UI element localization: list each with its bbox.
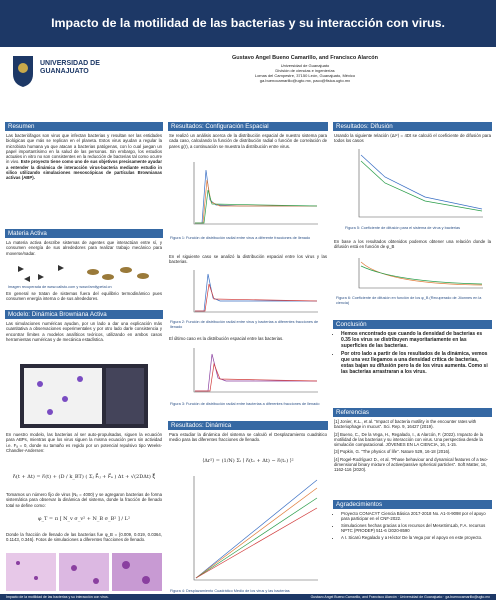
plot — [193, 348, 318, 393]
list: Hemos encontrado que cuando la densidad … — [334, 331, 491, 376]
plot — [193, 270, 318, 313]
caption: Figura 6: Coeficiente de difusión en fun… — [336, 296, 482, 305]
footer-bar — [0, 594, 496, 600]
figure — [18, 265, 149, 282]
footer-right: Gustavo Angel Bueno Camarillo, and Franc… — [310, 595, 490, 599]
plot — [358, 258, 483, 289]
section-heading: Resultados: Configuración Espacial — [168, 122, 328, 131]
affiliation-line: División de ciencias e ingenierías — [275, 68, 335, 73]
figure — [20, 364, 148, 428]
equation: ⟨Δr²⟩ = (1/N) Σᵢ ⟨ r⃗ᵢ(tₒ + Δt) − r⃗ᵢ(tₒ… — [202, 458, 294, 464]
caption: Figura 2: Función de distribución radial… — [170, 320, 319, 329]
section-heading: Agradecimientos — [333, 500, 492, 509]
section-heading: Referencias — [333, 408, 492, 417]
references: [1] Jonier, K.L., et al. "Impact of bact… — [334, 419, 491, 473]
paragraph: En general se tratan de sistemas fuera d… — [6, 291, 162, 302]
paragraph: El último caso es la distribución espaci… — [169, 336, 284, 341]
paragraph: Tomamos un número fijo de virus (Nᵥ = 40… — [6, 492, 162, 508]
university-line: UNIVERSIDAD DE — [40, 60, 100, 67]
affiliation-line: Lomas del Campestre, 37150 León, Guanaju… — [254, 73, 356, 78]
figure — [6, 553, 162, 591]
paragraph: Donde la fracción de llenado de las bact… — [6, 532, 162, 543]
list-item: Proyecto CONACYT Ciencia Básica 2017-201… — [341, 511, 491, 522]
bold-text: Este proyecto tiene como uno de sus obje… — [6, 159, 162, 181]
equation: φ_T = π [ N_v σ_v² + N_B σ_B² ] / L² — [38, 516, 130, 522]
list: Proyecto CONACYT Ciencia Básica 2017-201… — [334, 511, 491, 542]
list-item: Por otro lado a partir de los resultados… — [341, 351, 491, 375]
authors: Gustavo Angel Bueno Camarillo, and Franc… — [232, 55, 378, 61]
list-item: Hemos encontrado que cuando la densidad … — [341, 331, 491, 349]
text: Las bacteriófagos son virus que infectan… — [6, 133, 162, 165]
paragraph: En el siguiente caso se analizó la distr… — [169, 254, 327, 265]
title: Impacto de la motilidad de las bacterias… — [51, 16, 445, 30]
plot — [358, 149, 483, 218]
paragraph: Las simulaciones numéricas ayudan, por u… — [6, 321, 162, 342]
section-heading: Modelo: Dinámica Browniana Activa — [5, 310, 163, 319]
paragraph: Usando la siguiente relación ⟨Δr²⟩ = 4Dt… — [334, 133, 491, 144]
university: UNIVERSIDAD DE GUANAJUATO — [40, 60, 100, 76]
list-item: A I. Sicarú Regalado y a Héctor De la Ve… — [341, 535, 491, 540]
section-heading: Resultados: Dinámica — [168, 421, 328, 430]
reference: [1] Jonier, K.L., et al. "Impact of bact… — [334, 419, 477, 430]
logo — [13, 56, 33, 87]
section-heading: Materia Activa — [5, 229, 163, 238]
university-line: GUANAJUATO — [40, 68, 89, 75]
caption: Figura 5: Coeficiente de difusión para e… — [345, 226, 461, 230]
caption: Imagen recuperada de www.calisto.com y w… — [8, 285, 112, 289]
section-heading: Resultados: Difusión — [333, 122, 492, 131]
caption: Figura 3: Función de distribución radial… — [170, 402, 320, 406]
equation: r⃗ᵢ(t + Δt) = r⃗ᵢ(t) + (D / k_BT) ( Σⱼ F… — [12, 474, 156, 480]
paragraph: Para estudiar la dinámica del sistema se… — [169, 432, 327, 443]
affiliation-line: ga.buenocamarillo@ugto.mx, paco@fisica.u… — [259, 78, 351, 83]
section-heading: Conclusión — [333, 320, 492, 329]
affiliation-line: Universidad de Guanajuato — [280, 63, 330, 68]
reference: [2] Bueno, C., De la Vega, H., Regalado,… — [334, 431, 484, 448]
reference: [3] Popkin, G. "The physics of life". Na… — [334, 449, 451, 455]
footer-left: Impacto de la motilidad de las bacterias… — [6, 595, 109, 599]
paragraph: La materia activa describe sistemas de a… — [6, 240, 162, 256]
list-item: Simulaciones hechas gracias a los recurs… — [341, 523, 491, 534]
plot — [193, 476, 318, 581]
plot — [193, 162, 318, 225]
affiliation: Universidad de Guanajuato División de ci… — [190, 63, 420, 83]
header-bar — [0, 0, 496, 47]
author-block: Gustavo Angel Bueno Camarillo, and Franc… — [190, 55, 420, 83]
reference: [4] Rogel-Rodríguez D., et al. "Phase be… — [334, 456, 488, 473]
paragraph: Se realizó un análisis acerca de la dist… — [169, 133, 327, 149]
paragraph: Las bacteriófagos son virus que infectan… — [6, 133, 162, 181]
paragraph: En nuestro modelo, las bacterias al ser … — [6, 432, 162, 453]
caption: Figura 1: Función de distribución radial… — [170, 236, 311, 240]
section-heading: Resumen — [5, 122, 163, 131]
paragraph: En base a los resultados obtenidos podem… — [334, 239, 491, 250]
caption: Figura 4: Desplazamiento Cuadrático Medi… — [170, 589, 290, 593]
